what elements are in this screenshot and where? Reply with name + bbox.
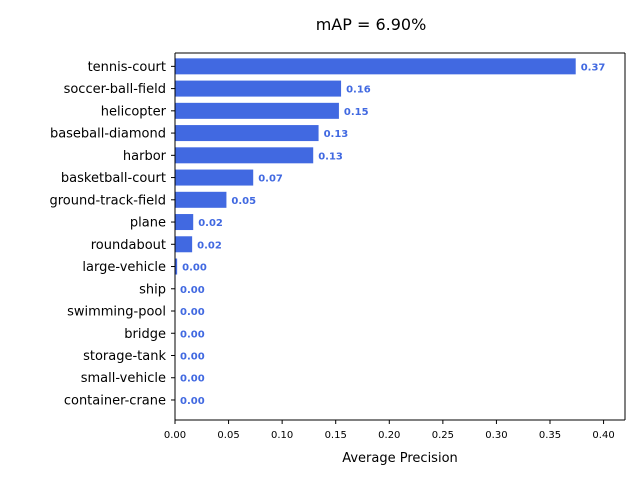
category-label-ground-track-field: ground-track-field bbox=[49, 193, 166, 208]
category-label-plane: plane bbox=[130, 216, 166, 231]
category-label-soccer-ball-field: soccer-ball-field bbox=[64, 82, 166, 97]
bar-basketball-court bbox=[175, 169, 254, 186]
bar-tennis-court bbox=[175, 58, 576, 75]
bar-baseball-diamond bbox=[175, 125, 319, 142]
x-tick-label-0.30: 0.30 bbox=[485, 430, 507, 441]
x-tick-label-0.20: 0.20 bbox=[378, 430, 400, 441]
bar-large-vehicle bbox=[175, 258, 178, 275]
x-tick-label-0.15: 0.15 bbox=[325, 430, 347, 441]
x-tick-label-0.25: 0.25 bbox=[432, 430, 454, 441]
x-tick-label-0.00: 0.00 bbox=[164, 430, 186, 441]
category-label-swimming-pool: swimming-pool bbox=[67, 305, 166, 320]
value-label-ground-track-field: 0.05 bbox=[231, 196, 256, 207]
value-label-ship: 0.00 bbox=[180, 285, 205, 296]
bar-helicopter bbox=[175, 102, 339, 119]
chart-title: mAP = 6.90% bbox=[316, 15, 427, 34]
category-label-helicopter: helicopter bbox=[101, 104, 167, 119]
bar-soccer-ball-field bbox=[175, 80, 342, 97]
value-label-soccer-ball-field: 0.16 bbox=[346, 85, 371, 96]
plot-area: tennis-court 0.37 soccer-ball-field 0.16 hel… bbox=[49, 52, 626, 441]
category-label-ship: ship bbox=[139, 282, 166, 297]
x-tick-label-0.35: 0.35 bbox=[539, 430, 561, 441]
category-label-bridge: bridge bbox=[124, 327, 166, 342]
x-tick-label-0.05: 0.05 bbox=[217, 430, 239, 441]
value-label-large-vehicle: 0.00 bbox=[182, 263, 207, 274]
bar-plane bbox=[175, 214, 194, 231]
value-label-storage-tank: 0.00 bbox=[180, 352, 205, 363]
category-label-large-vehicle: large-vehicle bbox=[82, 260, 166, 275]
category-label-baseball-diamond: baseball-diamond bbox=[50, 127, 166, 142]
category-label-small-vehicle: small-vehicle bbox=[81, 371, 166, 386]
value-label-helicopter: 0.15 bbox=[344, 107, 369, 118]
value-label-container-crane: 0.00 bbox=[180, 396, 205, 407]
category-label-roundabout: roundabout bbox=[91, 238, 166, 253]
value-label-tennis-court: 0.37 bbox=[581, 62, 606, 73]
value-label-baseball-diamond: 0.13 bbox=[324, 129, 349, 140]
category-label-tennis-court: tennis-court bbox=[88, 60, 166, 75]
bar-harbor bbox=[175, 147, 314, 164]
bar-roundabout bbox=[175, 236, 193, 253]
category-label-basketball-court: basketball-court bbox=[61, 171, 166, 186]
category-label-container-crane: container-crane bbox=[64, 393, 166, 408]
x-axis-title: Average Precision bbox=[342, 451, 458, 466]
value-label-bridge: 0.00 bbox=[180, 329, 205, 340]
x-tick-label-0.10: 0.10 bbox=[271, 430, 293, 441]
value-label-harbor: 0.13 bbox=[318, 151, 343, 162]
value-label-plane: 0.02 bbox=[198, 218, 223, 229]
category-label-storage-tank: storage-tank bbox=[83, 349, 166, 364]
value-label-small-vehicle: 0.00 bbox=[180, 374, 205, 385]
bar-ground-track-field bbox=[175, 191, 227, 208]
value-label-swimming-pool: 0.00 bbox=[180, 307, 205, 318]
value-label-roundabout: 0.02 bbox=[197, 240, 222, 251]
x-tick-label-0.40: 0.40 bbox=[592, 430, 614, 441]
category-label-harbor: harbor bbox=[123, 149, 167, 164]
value-label-basketball-court: 0.07 bbox=[258, 174, 283, 185]
